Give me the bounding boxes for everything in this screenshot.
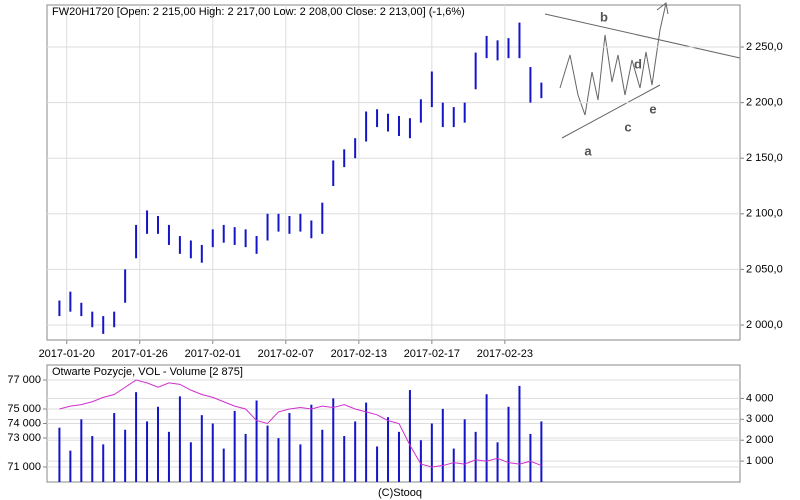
y-tick-label: 2 100,0: [746, 208, 783, 220]
y-tick-label: 2 200,0: [746, 97, 783, 109]
volume-bar: [156, 406, 159, 482]
volume-bar: [91, 436, 94, 482]
y-tick-label: 1 000: [746, 455, 774, 467]
line-series: [59, 379, 542, 468]
volume-bar: [408, 390, 411, 482]
y-tick-label: 2 150,0: [746, 152, 783, 164]
volume-bar: [124, 429, 127, 482]
x-tick-label: 2017-02-01: [185, 348, 241, 360]
volume-bar: [332, 398, 335, 482]
volume-bar: [387, 417, 390, 482]
volume-bar: [222, 448, 225, 482]
y2-tick-label: 71 000: [7, 461, 41, 473]
volume-bar: [452, 448, 455, 482]
price-frame: [46, 4, 741, 341]
volume-bar: [529, 433, 532, 482]
volume-bar: [113, 413, 116, 482]
volume-bar: [189, 442, 192, 482]
volume-bar: [233, 410, 236, 482]
volume-bar: [496, 442, 499, 482]
volume-bar: [255, 400, 258, 482]
trendline: [544, 13, 741, 59]
y-tick-label: 2 250,0: [746, 41, 783, 53]
volume-bar: [463, 419, 466, 482]
chart-title: FW20H1720 [Open: 2 215,00 High: 2 217,00…: [52, 6, 465, 18]
volume-bar: [397, 431, 400, 482]
x-tick-label: 2017-02-23: [477, 348, 533, 360]
x-tick-label: 2017-02-13: [331, 348, 387, 360]
chart-title: Otwarte Pozycje, VOL - Volume [2 875]: [52, 366, 243, 378]
volume-bar: [507, 406, 510, 482]
y-tick-label: 2 000: [746, 434, 774, 446]
y2-tick-label: 74 000: [7, 417, 41, 429]
volume-bar: [58, 427, 61, 482]
y-tick-label: 2 050,0: [746, 263, 783, 275]
annotation: c: [624, 119, 631, 134]
volume-bar: [310, 404, 313, 482]
volume-bar: [178, 396, 181, 482]
x-tick-label: 2017-02-17: [404, 348, 460, 360]
volume-bar: [200, 415, 203, 482]
volume-bar: [244, 433, 247, 482]
volume-bar: [80, 419, 83, 482]
y2-tick-label: 75 000: [7, 403, 41, 415]
footer: (C)Stooq: [378, 487, 422, 499]
volume-bar: [419, 440, 422, 482]
y2-tick-label: 73 000: [7, 432, 41, 444]
x-tick-label: 2017-01-26: [112, 348, 168, 360]
x-tick-label: 2017-01-20: [39, 348, 95, 360]
arrow-head: [656, 2, 669, 15]
volume-bar: [365, 402, 368, 482]
wave-path: [559, 2, 667, 116]
volume-bar: [288, 413, 291, 482]
volume-bar: [69, 450, 72, 482]
y-tick-label: 3 000: [746, 413, 774, 425]
volume-bar: [277, 438, 280, 482]
y-tick-label: 4 000: [746, 392, 774, 404]
volume-bar: [376, 446, 379, 482]
volume-bar: [146, 421, 149, 482]
volume-bar: [540, 421, 543, 482]
volume-bar: [430, 423, 433, 482]
x-tick-label: 2017-02-07: [258, 348, 314, 360]
volume-bar: [354, 421, 357, 482]
volume-bar: [321, 429, 324, 482]
volume-bar: [441, 408, 444, 482]
y2-tick-label: 77 000: [7, 374, 41, 386]
annotation: a: [584, 143, 592, 158]
annotation: e: [649, 101, 656, 116]
volume-bar: [299, 444, 302, 482]
volume-bar: [266, 425, 269, 482]
trendline: [561, 84, 661, 139]
volume-bar: [485, 394, 488, 482]
y-tick-label: 2 000,0: [746, 319, 783, 331]
annotation: b: [600, 9, 608, 24]
volume-bar: [102, 444, 105, 482]
annotation: d: [634, 56, 642, 71]
triangle-drawing: [544, 2, 741, 139]
volume-bar: [518, 385, 521, 482]
volume-bar: [474, 431, 477, 482]
volume-bar: [135, 392, 138, 482]
volume-bar: [211, 423, 214, 482]
volume-bar: [167, 431, 170, 482]
volume-bar: [343, 436, 346, 482]
